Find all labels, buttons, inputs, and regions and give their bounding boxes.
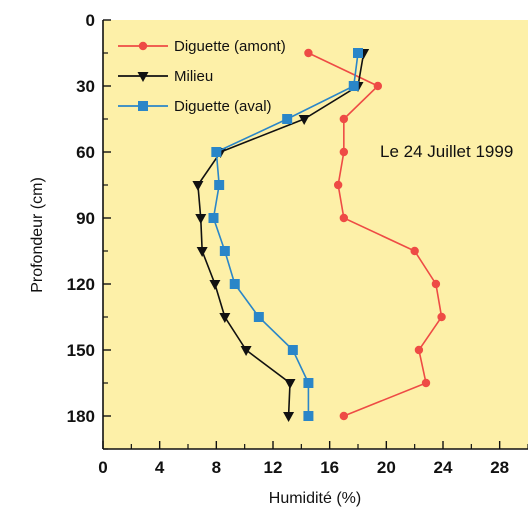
data-point bbox=[303, 378, 314, 388]
legend-item: Milieu bbox=[118, 68, 213, 85]
data-point bbox=[421, 378, 431, 388]
x-tick-label: 24 bbox=[434, 458, 453, 477]
data-point bbox=[437, 312, 446, 322]
x-tick-label: 28 bbox=[490, 458, 509, 477]
data-point bbox=[287, 345, 298, 355]
data-point bbox=[208, 213, 219, 223]
data-point bbox=[353, 48, 363, 58]
data-point bbox=[284, 379, 296, 389]
data-point bbox=[253, 312, 264, 322]
data-point bbox=[214, 180, 225, 190]
legend-label: Milieu bbox=[174, 68, 213, 85]
y-tick-label: 150 bbox=[67, 341, 95, 360]
legend-marker bbox=[138, 101, 148, 111]
data-point bbox=[414, 345, 424, 355]
data-point bbox=[196, 247, 208, 257]
data-point bbox=[348, 81, 359, 91]
data-point bbox=[211, 147, 222, 157]
data-point bbox=[339, 114, 349, 124]
data-point bbox=[209, 280, 221, 290]
axes: 0 30 60 90 120 150 180 0 4 8 12 16 20 24 28 bbox=[67, 11, 528, 477]
data-point bbox=[229, 279, 240, 289]
date-annotation: Le 24 Juillet 1999 bbox=[380, 142, 513, 161]
y-tick-label: 180 bbox=[67, 407, 95, 426]
series-layer bbox=[192, 48, 446, 422]
data-point bbox=[219, 313, 231, 323]
legend-item: Diguette (aval) bbox=[118, 98, 272, 115]
legend-item: Diguette (amont) bbox=[118, 38, 286, 55]
series-line bbox=[197, 52, 365, 417]
data-point bbox=[431, 279, 441, 289]
x-tick-label: 12 bbox=[264, 458, 283, 477]
legend-marker bbox=[138, 41, 148, 51]
x-axis-label: Humidité (%) bbox=[269, 490, 361, 507]
data-point bbox=[410, 246, 419, 256]
legend: Diguette (amont) Milieu Diguette (aval) bbox=[118, 38, 286, 115]
data-point bbox=[192, 181, 204, 191]
y-tick-label: 30 bbox=[76, 77, 95, 96]
data-point bbox=[333, 180, 343, 190]
x-tick-label: 16 bbox=[320, 458, 339, 477]
y-tick-label: 0 bbox=[86, 11, 95, 30]
y-tick-label: 120 bbox=[67, 275, 95, 294]
data-point bbox=[303, 411, 314, 421]
series-0 bbox=[304, 48, 446, 421]
series-1 bbox=[192, 49, 370, 422]
data-point bbox=[195, 214, 207, 224]
data-point bbox=[219, 246, 230, 256]
x-tick-label: 4 bbox=[155, 458, 165, 477]
y-tick-label: 60 bbox=[76, 143, 95, 162]
series-line bbox=[212, 52, 359, 416]
y-tick-label: 90 bbox=[76, 209, 95, 228]
y-axis-label: Profondeur (cm) bbox=[29, 177, 46, 293]
legend-label: Diguette (aval) bbox=[174, 98, 272, 115]
series-line bbox=[308, 52, 443, 417]
x-tick-label: 0 bbox=[98, 458, 107, 477]
plot-background bbox=[103, 20, 528, 449]
data-point bbox=[339, 411, 349, 421]
data-point bbox=[298, 115, 310, 125]
data-point bbox=[373, 81, 383, 91]
data-point bbox=[339, 147, 349, 157]
data-point bbox=[304, 48, 313, 58]
data-point bbox=[240, 346, 252, 356]
data-point bbox=[339, 213, 349, 223]
legend-marker bbox=[137, 72, 149, 82]
series-2 bbox=[208, 48, 363, 421]
data-point bbox=[283, 412, 295, 422]
x-tick-label: 20 bbox=[377, 458, 396, 477]
x-tick-label: 8 bbox=[212, 458, 221, 477]
legend-label: Diguette (amont) bbox=[174, 38, 286, 55]
data-point bbox=[282, 114, 293, 124]
